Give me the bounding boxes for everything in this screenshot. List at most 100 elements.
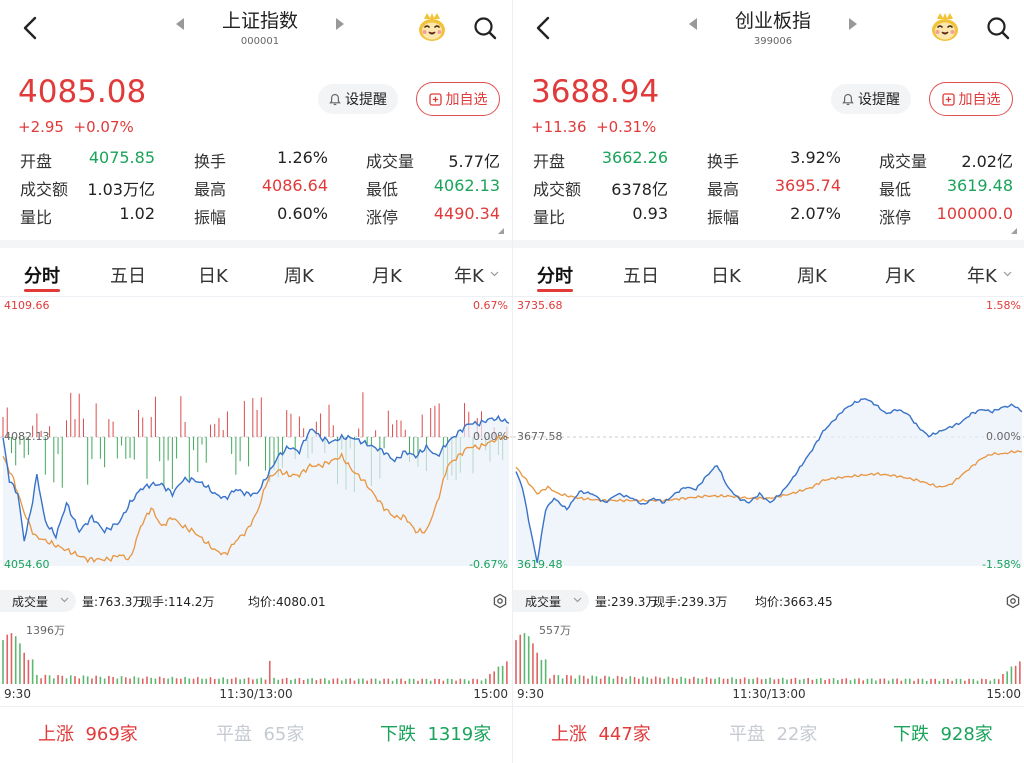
volume-bar <box>540 659 543 684</box>
tab-0[interactable]: 分时 <box>537 266 573 287</box>
advancers-label: 上涨 <box>38 724 74 745</box>
tab-2[interactable]: 日K <box>711 266 741 287</box>
add-watchlist-button[interactable]: 加自选 <box>929 82 1013 116</box>
stat-label: 涨停 <box>366 208 399 227</box>
stat-value: 4062.13 <box>433 176 500 195</box>
triangle-left-icon[interactable] <box>689 18 697 30</box>
volume-bar <box>705 677 708 684</box>
decliners-count: 928家 <box>940 724 993 745</box>
chevron-left-icon[interactable] <box>18 14 44 42</box>
volume-bar <box>566 675 568 684</box>
gear-icon[interactable] <box>492 593 508 609</box>
tab-4[interactable]: 月K <box>372 266 402 287</box>
volume-bar <box>726 678 729 684</box>
volume-bar <box>82 675 85 684</box>
volume-info-bar: 成交量 量:763.3万 现手:114.2万 均价:4080.01 <box>0 590 512 612</box>
volume-chart[interactable]: 1396万 9:30 11:30/13:00 15:00 <box>0 612 512 704</box>
search-icon[interactable] <box>472 15 498 41</box>
volume-bar <box>340 680 343 684</box>
unchanged-count: 65家 <box>263 724 305 745</box>
volume-selector[interactable] <box>0 590 76 612</box>
unchanged[interactable]: 平盘 65家 <box>216 720 304 746</box>
advancers[interactable]: 上涨 969家 <box>38 720 138 746</box>
advancers[interactable]: 上涨 447家 <box>551 720 651 746</box>
axis-label-top-price: 3735.68 <box>517 299 563 312</box>
gear-icon[interactable] <box>1005 593 1021 609</box>
stat-value: 3695.74 <box>774 176 841 195</box>
unchanged-count: 22家 <box>776 724 818 745</box>
volume-bar <box>78 678 81 684</box>
volume-bar <box>553 674 555 684</box>
chevron-left-icon[interactable] <box>531 14 557 42</box>
add-watchlist-button[interactable]: 加自选 <box>416 82 500 116</box>
change-value: +2.95 <box>18 118 64 136</box>
tab-2[interactable]: 日K <box>198 266 228 287</box>
mascot-icon[interactable] <box>416 12 448 42</box>
volume-bar <box>1010 666 1013 684</box>
tab-3[interactable]: 周K <box>284 266 314 287</box>
set-alert-button[interactable]: 设提醒 <box>318 84 398 114</box>
volume-max-label: 557万 <box>539 624 571 637</box>
volume-bar <box>408 678 411 684</box>
volume-bar <box>6 634 9 684</box>
volume-bar <box>760 679 763 684</box>
stat-label: 成交额 <box>20 180 69 199</box>
header: 上证指数 000001 <box>0 0 512 60</box>
volume-bar <box>108 675 110 684</box>
tab-5[interactable]: 年K <box>967 266 997 287</box>
tab-4[interactable]: 月K <box>885 266 915 287</box>
expand-corner-icon[interactable] <box>1011 228 1017 234</box>
axis-label-mid-price: 4082.13 <box>4 430 50 443</box>
price-line <box>2 414 510 542</box>
tab-5[interactable]: 年K <box>454 266 484 287</box>
decliners[interactable]: 下跌 928家 <box>893 720 993 746</box>
intraday-chart[interactable]: 3735.68 1.58% 3677.58 0.00% 3619.48 -1.58% <box>513 296 1024 586</box>
change-percent: +0.31% <box>596 118 657 136</box>
volume-bar <box>853 678 856 684</box>
volume-bar <box>438 678 440 684</box>
volume-bar <box>773 679 776 684</box>
tab-0[interactable]: 分时 <box>24 266 60 287</box>
tab-1[interactable]: 五日 <box>623 266 659 287</box>
search-icon[interactable] <box>985 15 1011 41</box>
volume-bar <box>519 634 522 684</box>
volume-bar <box>184 676 186 684</box>
volume-bar <box>794 677 797 684</box>
volume-bar <box>497 666 500 684</box>
axis-label-top-pct: 1.58% <box>986 299 1021 312</box>
volume-chart[interactable]: 557万 9:30 11:30/13:00 15:00 <box>513 612 1024 704</box>
volume-bar <box>163 678 165 684</box>
volume-bar <box>591 675 594 684</box>
volume-bar <box>739 678 742 684</box>
volume-bar <box>379 680 381 684</box>
volume-bar <box>69 675 72 684</box>
stat-value: 1.26% <box>277 148 328 167</box>
unchanged[interactable]: 平盘 22家 <box>729 720 817 746</box>
volume-bar <box>205 678 208 684</box>
triangle-right-icon[interactable] <box>336 18 344 30</box>
tab-1[interactable]: 五日 <box>110 266 146 287</box>
change-percent: +0.07% <box>73 118 134 136</box>
volume-bar <box>883 678 886 684</box>
decliners-count: 1319家 <box>427 724 492 745</box>
volume-bar <box>412 678 415 684</box>
volume-bar <box>116 678 119 684</box>
triangle-right-icon[interactable] <box>849 18 857 30</box>
stat-value: 4086.64 <box>261 176 328 195</box>
average-price: 均价:3663.45 <box>755 595 833 609</box>
volume-bar <box>141 678 144 684</box>
volume-bar <box>769 677 771 684</box>
time-label-1: 11:30/13:00 <box>219 687 292 701</box>
decliners[interactable]: 下跌 1319家 <box>380 720 491 746</box>
volume-bar <box>124 677 127 684</box>
volume-bar <box>476 679 479 684</box>
mascot-icon[interactable] <box>929 12 961 42</box>
set-alert-button[interactable]: 设提醒 <box>831 84 911 114</box>
volume-selector[interactable] <box>513 590 589 612</box>
intraday-chart[interactable]: 4109.66 0.67% 4082.13 0.00% 4054.60 -0.67% <box>0 296 512 586</box>
volume-bar <box>10 633 13 684</box>
triangle-left-icon[interactable] <box>176 18 184 30</box>
expand-corner-icon[interactable] <box>498 228 504 234</box>
volume-bar <box>701 678 704 684</box>
tab-3[interactable]: 周K <box>797 266 827 287</box>
